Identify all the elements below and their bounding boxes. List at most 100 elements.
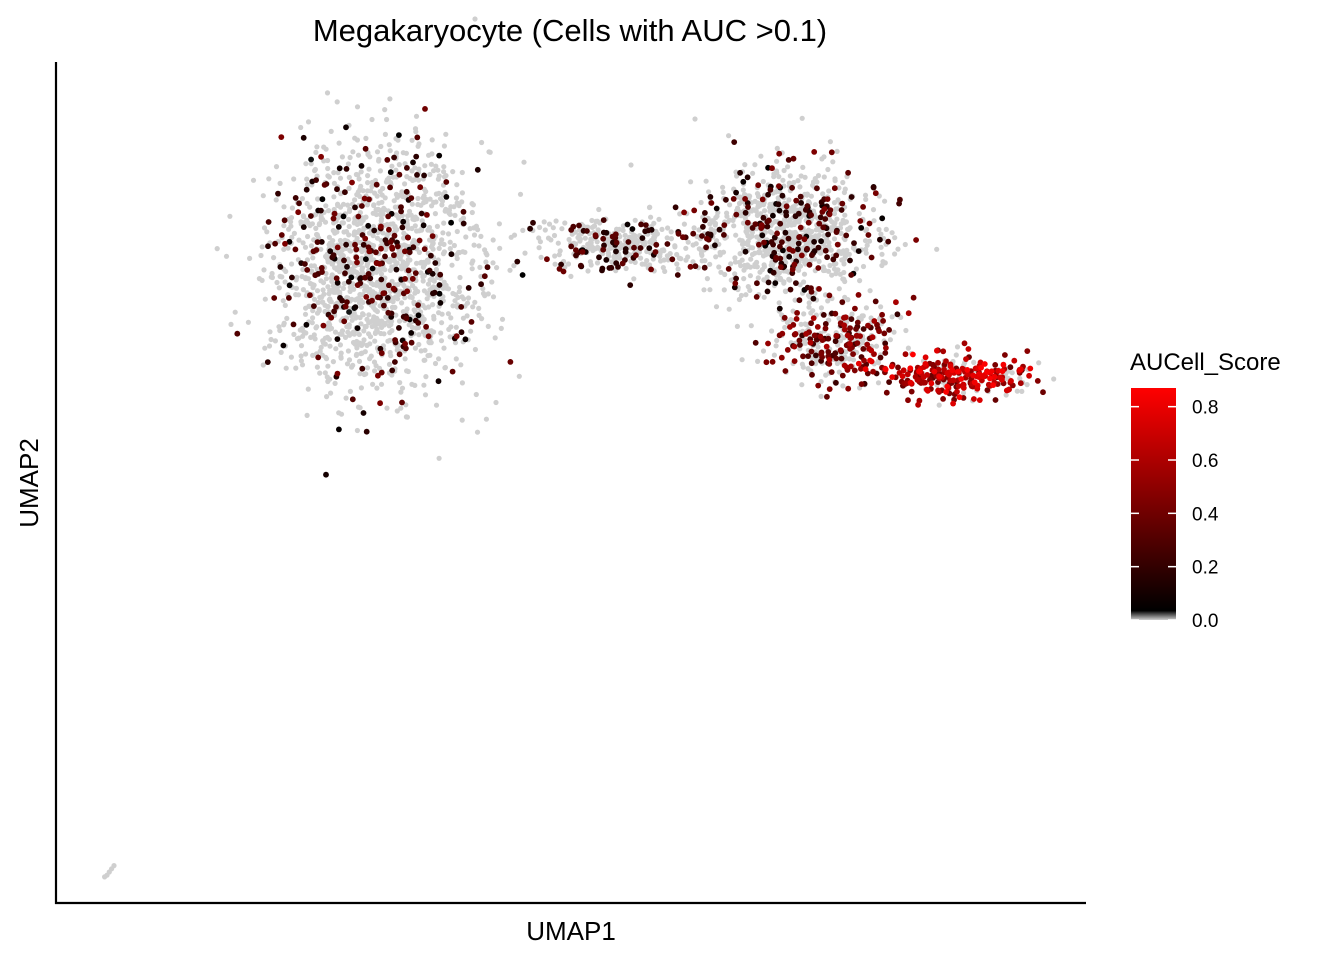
cell-point xyxy=(412,126,419,132)
cell-point xyxy=(664,241,671,247)
cell-point xyxy=(325,165,331,172)
cell-point xyxy=(734,173,740,179)
cell-point xyxy=(416,177,422,183)
cell-point xyxy=(396,351,403,358)
cell-point xyxy=(784,347,791,353)
cell-point xyxy=(399,189,405,195)
cell-point xyxy=(382,253,388,260)
cell-point xyxy=(721,232,727,238)
cell-point xyxy=(449,368,456,375)
cell-point xyxy=(386,226,392,233)
cell-point xyxy=(627,234,633,240)
cell-point xyxy=(450,303,456,309)
cell-point xyxy=(850,351,856,357)
cell-point xyxy=(808,360,815,367)
cell-point xyxy=(462,336,469,343)
cell-point xyxy=(853,326,859,332)
cell-point xyxy=(792,331,799,337)
cell-point xyxy=(720,189,726,195)
cell-point xyxy=(384,232,390,238)
cell-point xyxy=(825,298,831,304)
cell-point xyxy=(1003,387,1010,394)
cell-point xyxy=(596,254,602,261)
cell-point xyxy=(573,247,579,254)
cell-point xyxy=(301,214,307,220)
cell-point xyxy=(418,210,425,217)
cell-point xyxy=(350,149,356,155)
cell-point xyxy=(816,286,822,292)
cell-point xyxy=(260,362,266,368)
cell-point xyxy=(872,190,879,197)
cell-point xyxy=(893,299,899,306)
cell-point xyxy=(620,227,626,233)
cell-point xyxy=(425,333,432,340)
cell-point xyxy=(441,164,447,170)
cell-point xyxy=(854,340,861,346)
cell-point xyxy=(718,269,724,275)
cell-point xyxy=(458,362,464,368)
cell-point xyxy=(334,186,340,193)
cell-point xyxy=(960,390,967,396)
cell-point xyxy=(431,313,437,319)
cell-point xyxy=(653,241,660,248)
cell-point xyxy=(833,261,839,267)
cell-point xyxy=(976,397,983,403)
cell-point xyxy=(797,282,803,288)
cell-point xyxy=(369,297,375,304)
cell-point xyxy=(341,318,348,325)
cell-point xyxy=(373,207,379,213)
cell-point xyxy=(441,174,448,180)
cell-point xyxy=(432,360,439,367)
cell-point xyxy=(380,290,387,297)
cell-point xyxy=(565,261,572,267)
cell-point xyxy=(342,303,349,310)
cell-point xyxy=(877,236,883,243)
cell-point xyxy=(420,222,427,229)
cell-point xyxy=(672,204,679,211)
cell-point xyxy=(448,315,454,321)
cell-point xyxy=(340,213,347,220)
cell-point xyxy=(858,316,864,322)
cell-point xyxy=(542,227,548,233)
cell-point xyxy=(651,234,657,241)
cell-point xyxy=(384,405,390,411)
cell-point xyxy=(414,172,420,178)
cell-point xyxy=(310,255,316,261)
cell-point xyxy=(296,200,302,207)
cell-point xyxy=(749,229,756,235)
cell-point xyxy=(755,358,761,364)
cell-point xyxy=(460,249,466,255)
cell-point xyxy=(638,221,644,228)
cell-point xyxy=(403,262,410,268)
cell-point xyxy=(311,303,317,309)
cell-point xyxy=(378,218,384,224)
cell-point xyxy=(934,246,940,252)
cell-point xyxy=(458,304,465,310)
cell-point xyxy=(362,145,369,152)
cell-point xyxy=(292,246,299,253)
cell-point xyxy=(453,324,459,330)
cell-point xyxy=(281,223,287,229)
cell-point xyxy=(335,170,341,176)
cell-point xyxy=(282,279,288,285)
cell-point xyxy=(785,164,791,170)
cell-point xyxy=(346,322,352,328)
cell-point xyxy=(698,199,704,206)
cell-point xyxy=(818,305,825,311)
cell-point xyxy=(394,243,401,250)
cell-point xyxy=(269,270,275,277)
cell-point xyxy=(315,354,322,361)
cell-point xyxy=(961,340,968,347)
cell-point xyxy=(627,282,634,288)
cell-point xyxy=(707,261,713,267)
cell-point xyxy=(632,233,638,239)
cell-point xyxy=(749,251,756,258)
cell-point xyxy=(487,149,493,155)
cell-point xyxy=(324,394,330,400)
cell-point xyxy=(298,358,304,364)
cell-point xyxy=(978,364,984,371)
cell-point xyxy=(342,334,349,340)
cell-point xyxy=(372,330,378,336)
cell-point xyxy=(704,276,711,282)
cell-point xyxy=(273,164,280,170)
